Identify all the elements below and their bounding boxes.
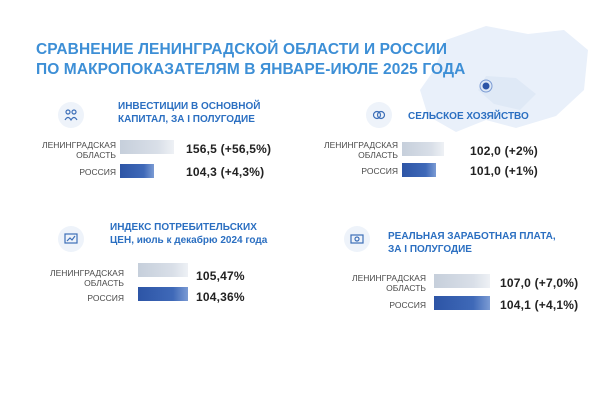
bar-russia [138, 287, 188, 301]
label-line: РОССИЯ [389, 300, 426, 310]
region-map-background [420, 26, 588, 132]
bar-russia [434, 296, 490, 310]
city-marker-icon [482, 82, 490, 90]
bar-russia [402, 163, 436, 177]
row-label-region: ЛЕНИНГРАДСКАЯ ОБЛАСТЬ [50, 268, 124, 288]
section-title-line: ЗА I ПОЛУГОДИЕ [388, 244, 472, 255]
label-line: РОССИЯ [87, 293, 124, 303]
infographic-card: СРАВНЕНИЕ ЛЕНИНГРАДСКОЙ ОБЛАСТИ И РОССИИ… [16, 20, 592, 356]
value-russia: 101,0 (+1%) [470, 164, 538, 178]
section-title-line: ИНДЕКС ПОТРЕБИТЕЛЬСКИХ [110, 222, 257, 233]
row-label-region: ЛЕНИНГРАДСКАЯ ОБЛАСТЬ [352, 273, 426, 293]
value-russia: 104,1 (+4,1%) [500, 298, 579, 312]
label-line: ОБЛАСТЬ [84, 278, 124, 288]
label-line: ЛЕНИНГРАДСКАЯ [50, 268, 124, 278]
value-region: 107,0 (+7,0%) [500, 276, 579, 290]
section-title-salary: РЕАЛЬНАЯ ЗАРАБОТНАЯ ПЛАТА, ЗА I ПОЛУГОДИ… [388, 230, 556, 256]
row-label-russia: РОССИЯ [361, 166, 398, 176]
section-title-agriculture: СЕЛЬСКОЕ ХОЗЯЙСТВО [408, 110, 529, 123]
bar-region [138, 263, 188, 277]
section-title-investments: ИНВЕСТИЦИИ В ОСНОВНОЙ КАПИТАЛ, ЗА I ПОЛУ… [118, 100, 260, 126]
row-label-russia: РОССИЯ [79, 167, 116, 177]
value-russia: 104,36% [196, 290, 245, 304]
bar-region [402, 142, 444, 156]
value-region: 105,47% [196, 269, 245, 283]
row-label-russia: РОССИЯ [389, 300, 426, 310]
label-line: РОССИЯ [79, 167, 116, 177]
label-line: ЛЕНИНГРАДСКАЯ [352, 273, 426, 283]
label-line: ОБЛАСТЬ [386, 283, 426, 293]
label-line: ОБЛАСТЬ [76, 150, 116, 160]
label-line: ЛЕНИНГРАДСКАЯ [324, 140, 398, 150]
value-region: 102,0 (+2%) [470, 144, 538, 158]
value-region: 156,5 (+56,5%) [186, 142, 272, 156]
label-line: ОБЛАСТЬ [358, 150, 398, 160]
bar-russia [120, 164, 154, 178]
row-label-region: ЛЕНИНГРАДСКАЯ ОБЛАСТЬ [324, 140, 398, 160]
label-line: РОССИЯ [361, 166, 398, 176]
salary-icon [344, 226, 370, 252]
section-title-line: ИНВЕСТИЦИИ В ОСНОВНОЙ [118, 101, 261, 112]
price-index-icon [58, 226, 84, 252]
title-line-2: ПО МАКРОПОКАЗАТЕЛЯМ В ЯНВАРЕ-ИЮЛЕ 2025 Г… [36, 61, 466, 78]
bar-region [120, 140, 174, 154]
section-title-line: ЦЕН, июль к декабрю 2024 года [110, 235, 268, 246]
value-russia: 104,3 (+4,3%) [186, 165, 265, 179]
page-title: СРАВНЕНИЕ ЛЕНИНГРАДСКОЙ ОБЛАСТИ И РОССИИ… [36, 40, 476, 80]
section-title-line: КАПИТАЛ, ЗА I ПОЛУГОДИЕ [118, 114, 255, 125]
row-label-russia: РОССИЯ [87, 293, 124, 303]
section-title-cpi: ИНДЕКС ПОТРЕБИТЕЛЬСКИХ ЦЕН, июль к декаб… [110, 221, 267, 247]
agriculture-icon [366, 102, 392, 128]
bar-region [434, 274, 490, 288]
section-title-line: РЕАЛЬНАЯ ЗАРАБОТНАЯ ПЛАТА, [388, 231, 556, 242]
label-line: ЛЕНИНГРАДСКАЯ [42, 140, 116, 150]
title-line-1: СРАВНЕНИЕ ЛЕНИНГРАДСКОЙ ОБЛАСТИ И РОССИИ [36, 41, 448, 58]
row-label-region: ЛЕНИНГРАДСКАЯ ОБЛАСТЬ [42, 140, 116, 160]
section-title-line: СЕЛЬСКОЕ ХОЗЯЙСТВО [408, 111, 529, 122]
investment-people-icon [58, 102, 84, 128]
